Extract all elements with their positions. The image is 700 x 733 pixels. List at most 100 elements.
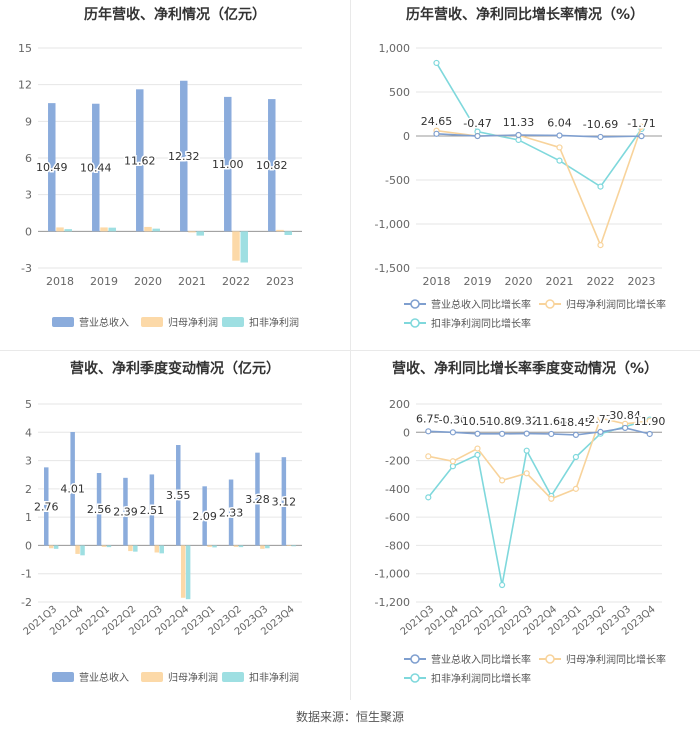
c4-point-s1: [597, 415, 604, 422]
c3-bar-s0: [123, 477, 128, 546]
c3-bar-s0: [176, 445, 181, 546]
c1-bar-s0: [224, 96, 232, 232]
c4-point-s0: [548, 430, 555, 438]
c2-point-s2: [597, 183, 604, 190]
c3-data-label: 4.01: [60, 483, 85, 496]
c4-ytick-label: -800: [385, 539, 410, 552]
c1-bar-s1: [100, 227, 108, 232]
c4-point-s0: [425, 428, 432, 435]
c4-point-s0: [572, 431, 580, 438]
c3-bar-s0: [255, 452, 260, 546]
c2-ytick-label: -1,500: [375, 262, 410, 275]
c3-bar-s2: [265, 545, 270, 549]
c3-ytick-label: 4: [25, 426, 32, 439]
c4-data-label: 11.90: [634, 415, 666, 428]
c3-bar-s1: [180, 545, 186, 598]
c4-point-s0: [449, 429, 456, 436]
c2-data-label: 11.33: [503, 116, 535, 129]
c4-point-s2: [499, 581, 506, 589]
c3-ytick-label: -1: [21, 568, 32, 581]
c3-bar-s0: [202, 486, 207, 546]
c1-bar-s1: [144, 226, 152, 232]
c1-data-label: 10.82: [256, 159, 288, 172]
c1-ytick-label: -3: [21, 262, 32, 275]
c3-ytick-label: 0: [25, 539, 32, 552]
c3-bar-s1: [233, 545, 239, 547]
c1-bar-s2: [240, 231, 248, 263]
c2-legend-label: 扣非净利润同比增长率: [431, 317, 531, 330]
c3-legend-swatch: [141, 672, 163, 682]
chart3-title: 营收、净利季度变动情况（亿元）: [70, 361, 280, 377]
c1-data-label: 10.44: [80, 162, 112, 175]
c2-data-label: 24.65: [421, 115, 453, 128]
c1-bar-s2: [152, 228, 160, 232]
c4-point-s1: [449, 458, 456, 465]
c3-bar-s2: [238, 545, 244, 548]
c1-ytick-label: 6: [25, 152, 32, 165]
c2-ytick-label: -500: [385, 174, 410, 187]
c2-point-s0: [474, 132, 481, 140]
c2-legend-label: 归母净利润同比增长率: [566, 298, 666, 311]
c1-data-label: 11.62: [124, 154, 156, 167]
c3-legend-swatch: [222, 672, 244, 682]
c4-line-s0: [428, 427, 650, 436]
c3-legend-label: 营业总收入: [79, 671, 129, 684]
c4-data-label: -0.30: [439, 413, 467, 426]
c2-xtick-label: 2019: [464, 275, 492, 288]
c2-xtick-label: 2022: [587, 275, 615, 288]
c4-point-s1: [499, 477, 506, 484]
c3-data-label: 2.56: [87, 503, 112, 516]
c2-point-s1: [556, 144, 563, 151]
c3-legend-label: 归母净利润: [168, 671, 218, 684]
c3-bar-s0: [70, 432, 75, 546]
c1-data-label: 11.00: [212, 158, 244, 171]
c3-bar-s2: [106, 545, 112, 548]
c3-ytick-label: 5: [25, 398, 32, 411]
c3-bar-s2: [159, 545, 164, 554]
c3-bar-s1: [75, 545, 80, 554]
c3-bar-s0: [149, 474, 155, 546]
c1-data-label: 10.49: [36, 161, 68, 174]
c1-xtick-label: 2019: [90, 275, 118, 288]
c1-ytick-label: 0: [25, 225, 32, 238]
c4-point-s0: [499, 430, 506, 437]
c2-point-s2: [433, 59, 440, 67]
chart1-title: 历年营收、净利情况（亿元）: [84, 7, 266, 23]
c2-legend-marker: [545, 299, 555, 309]
c1-bar-s1: [188, 231, 196, 233]
c1-legend-label: 归母净利润: [168, 316, 218, 329]
c2-data-label: -10.69: [583, 118, 618, 131]
c4-ytick-label: -400: [385, 483, 410, 496]
c2-ytick-label: 0: [403, 130, 410, 143]
c2-line-s1: [436, 126, 643, 248]
c3-legend-label: 扣非净利润: [249, 671, 299, 684]
c4-point-s2: [523, 447, 530, 454]
c1-bar-s0: [92, 103, 100, 232]
c1-ytick-label: 15: [18, 42, 32, 55]
c2-legend-marker: [410, 299, 420, 309]
c2-point-s0: [433, 130, 440, 137]
c2-line-s2: [435, 62, 643, 188]
c4-ytick-label: -1,000: [375, 568, 410, 581]
c4-point-s1: [523, 470, 530, 477]
c4-ytick-label: -200: [385, 455, 410, 468]
c2-xtick-label: 2023: [628, 275, 656, 288]
c3-bar-s1: [128, 545, 133, 552]
c3-data-label: 3.12: [272, 495, 297, 508]
c4-data-label: 2.77: [588, 413, 613, 426]
c3-bar-s2: [291, 545, 296, 547]
c4-point-s1: [572, 485, 580, 492]
c2-xtick-label: 2021: [546, 275, 574, 288]
c1-ytick-label: 12: [18, 79, 32, 92]
c4-data-label: 10.54: [462, 415, 494, 428]
c3-data-label: 2.39: [113, 506, 138, 519]
c3-data-label: 2.51: [140, 504, 165, 517]
chart4-title: 营收、净利同比增长率季度变动情况（%）: [391, 361, 659, 377]
c1-xtick-label: 2020: [134, 275, 162, 288]
c4-legend-label: 扣非净利润同比增长率: [431, 672, 531, 685]
c3-bar-s2: [212, 545, 217, 548]
c2-ytick-label: 1,000: [379, 42, 411, 55]
c4-ytick-label: -1,200: [375, 596, 410, 609]
data-source: 数据来源：恒生聚源: [295, 710, 404, 724]
